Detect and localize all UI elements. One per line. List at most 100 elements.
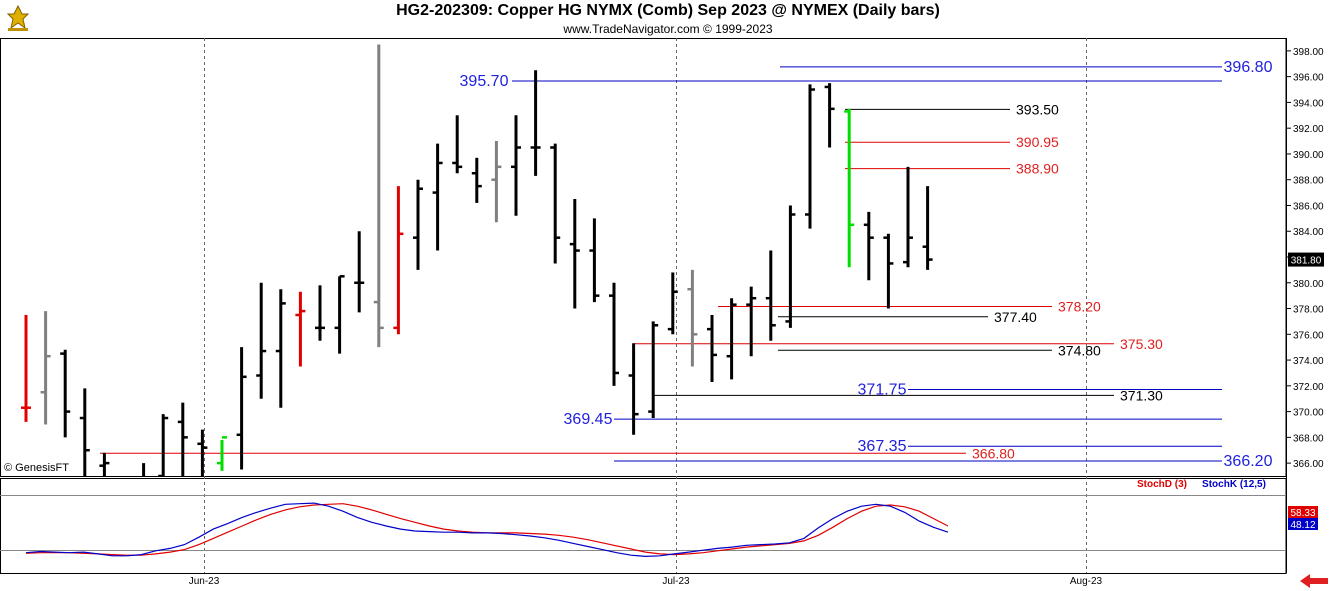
ohlc-bar (452, 115, 463, 174)
ohlc-bar (569, 199, 580, 309)
ohlc-bar (197, 429, 208, 476)
level-label: 371.75 (858, 382, 907, 399)
ohlc-bar (217, 436, 227, 471)
stoch-series-line (25, 503, 949, 556)
ohlc-bar (315, 285, 325, 341)
ohlc-bar (785, 205, 796, 328)
stoch-legend-d: StochD (3) (1137, 479, 1187, 490)
ohlc-bar (844, 108, 855, 268)
level-label: 395.70 (460, 73, 509, 90)
price-panel-border (0, 38, 1287, 477)
ohlc-bar (530, 70, 541, 176)
level-label: 393.50 (1016, 101, 1059, 117)
ohlc-bar (471, 157, 482, 203)
price-axis: 366.00 368.00 370.00 372.00 374.00 376.00 378.… (1286, 47, 1324, 470)
ohlc-bar (373, 44, 384, 348)
y-tick-label: 372.00 (1293, 382, 1324, 393)
ohlc-bar (589, 218, 600, 303)
last-price-box (1288, 252, 1324, 267)
stoch-k-value: 48.12 (1290, 520, 1315, 531)
stoch-legend-k: StochK (12,5) (1202, 479, 1266, 490)
x-tick-label: Jun-23 (189, 576, 220, 587)
y-tick-label: 380.00 (1293, 279, 1324, 290)
chart-grid (204, 38, 1087, 573)
ohlc-bar (413, 179, 423, 270)
ohlc-bar (256, 282, 267, 399)
level-label: 377.40 (994, 309, 1037, 325)
ohlc-bar (550, 143, 561, 264)
stoch-d-value: 58.33 (1290, 508, 1315, 519)
ohlc-bar (726, 298, 737, 380)
ohlc-bar (432, 143, 443, 251)
ohlc-bar (21, 314, 31, 422)
level-label: 375.30 (1120, 336, 1163, 352)
watermark: © GenesisFT (4, 462, 69, 474)
chart-header: HG2-202309: Copper HG NYMX (Comb) Sep 20… (0, 0, 1336, 38)
y-tick-label: 386.00 (1293, 201, 1324, 212)
scroll-left-icon[interactable] (1300, 574, 1328, 588)
y-tick-label: 366.00 (1293, 459, 1324, 470)
level-label: 366.80 (972, 445, 1015, 461)
level-label: 396.80 (1224, 59, 1273, 76)
chart-subtitle: www.TradeNavigator.com © 1999-2023 (563, 22, 773, 36)
ohlc-bar (334, 275, 345, 354)
y-tick-label: 384.00 (1293, 227, 1324, 238)
y-tick-label: 374.00 (1293, 356, 1324, 367)
ohlc-bar (99, 452, 110, 476)
ohlc-bar (805, 84, 815, 229)
y-tick-label: 398.00 (1293, 47, 1324, 58)
ohlc-bar (60, 349, 71, 438)
y-tick-label: 378.00 (1293, 305, 1324, 316)
level-label: 367.35 (858, 438, 907, 455)
y-tick-label: 376.00 (1293, 330, 1324, 341)
level-label: 371.30 (1120, 387, 1163, 403)
y-tick-label: 390.00 (1293, 150, 1324, 161)
ohlc-bar (609, 282, 619, 386)
ohlc-bar (922, 186, 933, 270)
level-lines: 396.80 395.70 393.50 390.95 388.90 378.20 377.… (100, 59, 1273, 470)
ohlc-bar (824, 83, 835, 148)
ohlc-bar (236, 347, 247, 470)
x-tick-label: Jul-23 (662, 576, 690, 587)
chart-frame (0, 38, 1287, 574)
ohlc-bar (687, 269, 698, 367)
ohlc-bar (863, 211, 874, 281)
ohlc-bar (158, 414, 169, 476)
ohlc-bar (648, 321, 659, 419)
ohlc-bar (275, 289, 286, 408)
time-axis: Jun-23 Jul-23 Aug-23 (189, 576, 1103, 587)
ohlc-bar (903, 166, 913, 268)
stoch-series-line (25, 502, 949, 558)
genesis-logo-icon (2, 2, 34, 34)
y-tick-label: 388.00 (1293, 176, 1324, 187)
ohlc-bar (511, 115, 521, 216)
ohlc-bars (21, 44, 933, 554)
ohlc-bar (119, 502, 129, 554)
last-price-label: 381.80 (1291, 256, 1322, 267)
ohlc-bar (883, 233, 894, 309)
stoch-d-value-box (1288, 506, 1318, 518)
ohlc-bar (491, 141, 502, 223)
ohlc-bar (393, 186, 404, 335)
y-tick-label: 392.00 (1293, 124, 1324, 135)
y-tick-label: 368.00 (1293, 433, 1324, 444)
level-label: 388.90 (1016, 161, 1059, 177)
ohlc-bar (765, 250, 776, 341)
ohlc-bar (79, 388, 90, 476)
level-label: 378.20 (1058, 298, 1101, 314)
ohlc-bar (707, 314, 717, 382)
ohlc-bar (667, 272, 678, 335)
level-label: 369.45 (564, 411, 613, 428)
level-label: 390.95 (1016, 134, 1059, 150)
x-tick-label: Aug-23 (1070, 576, 1103, 587)
level-label: 366.20 (1224, 453, 1273, 470)
ohlc-bar (40, 311, 51, 425)
ohlc-bar (295, 291, 306, 367)
stoch-panel-border (0, 478, 1287, 574)
ohlc-bar (177, 402, 188, 476)
stoch-k-value-box (1288, 518, 1318, 530)
y-tick-label: 394.00 (1293, 98, 1324, 109)
ohlc-bar (354, 231, 365, 313)
